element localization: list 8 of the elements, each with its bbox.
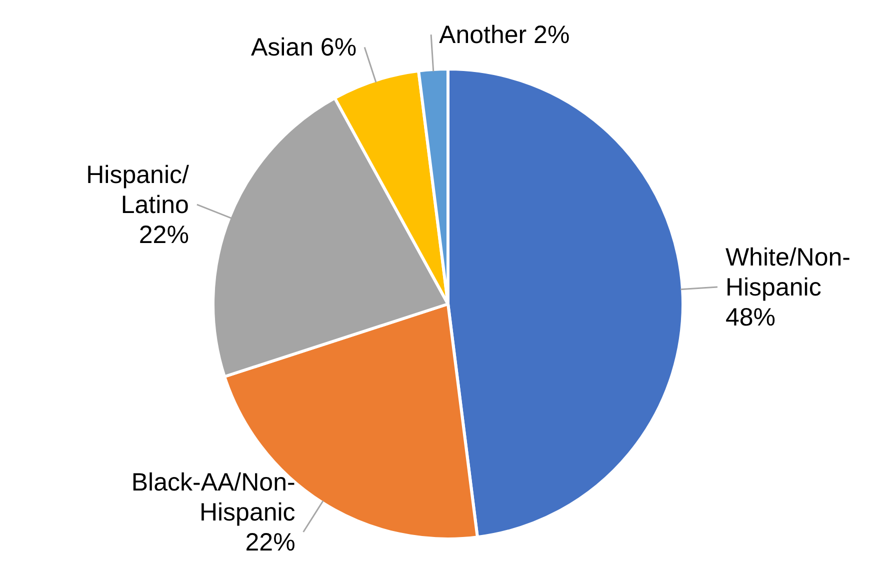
data-label: 22% bbox=[245, 528, 296, 556]
data-label: 22% bbox=[138, 221, 189, 250]
slice-label: Asian 6% bbox=[250, 34, 357, 62]
slice-label: Another 2% bbox=[439, 20, 570, 49]
slice-label: Hispanic/Latino bbox=[86, 161, 190, 220]
slice-label: White/Non-Hispanic bbox=[725, 243, 851, 302]
data-label: 48% bbox=[725, 303, 776, 332]
slice-label: Black-AA/Non-Hispanic bbox=[131, 468, 296, 526]
